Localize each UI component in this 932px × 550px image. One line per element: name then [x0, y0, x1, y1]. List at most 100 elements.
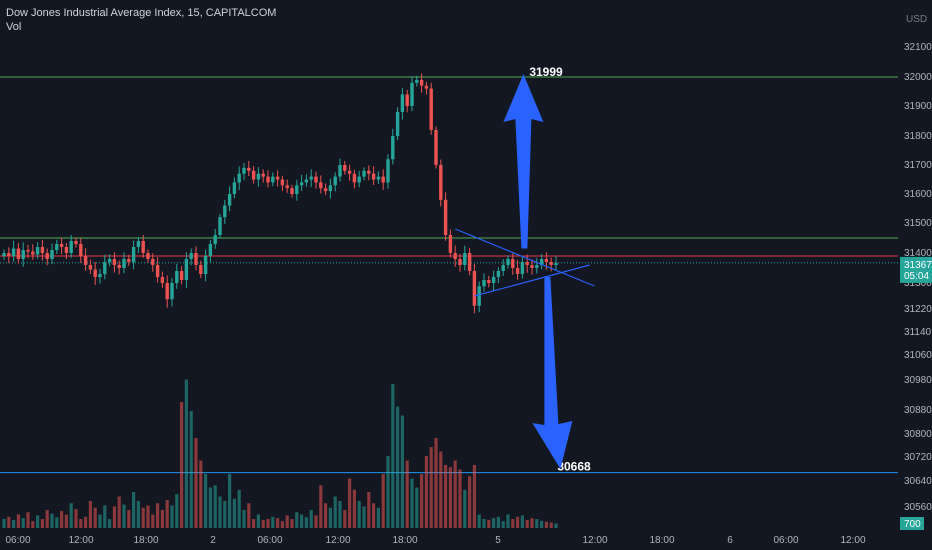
volume-bar — [544, 521, 548, 528]
volume-bar — [204, 474, 208, 528]
volume-bar — [84, 516, 88, 528]
volume-bar — [324, 503, 328, 528]
volume-bar — [453, 460, 457, 528]
volume-bar — [64, 514, 68, 528]
y-tick-label: 31700 — [904, 160, 932, 171]
candle-body — [419, 79, 424, 86]
candle-body — [352, 173, 357, 183]
volume-bar — [434, 438, 438, 528]
volume-bars — [2, 379, 558, 528]
candle-body — [227, 194, 232, 206]
candle-body — [141, 241, 145, 253]
candle-body — [31, 251, 35, 255]
candle-body — [271, 176, 275, 183]
volume-bar — [266, 519, 270, 528]
volume-bar — [55, 517, 59, 528]
candle-body — [203, 256, 208, 274]
volume-bar — [69, 503, 73, 528]
candle-body — [45, 253, 49, 259]
volume-bar — [304, 517, 308, 528]
volume-bar — [74, 509, 78, 528]
y-tick-label: 31400 — [904, 248, 932, 259]
candle-body — [299, 182, 304, 186]
volume-bar — [160, 510, 164, 528]
x-tick-label: 5 — [495, 535, 501, 546]
candle-body — [376, 176, 381, 180]
volume-bar — [146, 505, 150, 528]
volume-bar — [352, 489, 356, 528]
candle-body — [237, 173, 241, 183]
volume-bar — [482, 519, 486, 528]
y-tick-label: 30560 — [904, 502, 932, 513]
volume-bar — [247, 503, 251, 528]
volume-bar — [420, 474, 424, 528]
volume-bar — [103, 505, 107, 528]
volume-bar — [136, 501, 140, 528]
y-tick-label: 31500 — [904, 218, 932, 229]
x-tick-label: 18:00 — [649, 535, 674, 546]
volume-bar — [256, 514, 260, 528]
candle-body — [35, 247, 40, 255]
candle-body — [319, 182, 323, 189]
volume-bar — [242, 510, 246, 528]
volume-bar — [386, 456, 390, 528]
candle-body — [434, 130, 438, 165]
volume-bar — [458, 469, 462, 528]
candle-body — [251, 170, 256, 180]
candle-body — [429, 88, 433, 130]
volume-bar — [45, 510, 49, 528]
symbol-title[interactable]: Dow Jones Industrial Average Index, 15, … — [6, 7, 277, 19]
volume-bar — [410, 478, 414, 528]
candle-body — [343, 165, 347, 171]
candle-body — [107, 259, 112, 262]
candle-body — [511, 259, 515, 268]
volume-bar — [477, 514, 481, 528]
candle-body — [213, 235, 217, 244]
volume-bar — [357, 501, 361, 528]
candle-body — [98, 274, 102, 277]
volume-bar — [501, 521, 505, 528]
arrow-down — [532, 277, 573, 469]
price-badge-value: 31367 — [904, 260, 932, 271]
price-axis[interactable]: USD 32100 32000 31900 31800 31700 31600 31500 31… — [900, 14, 932, 530]
candle-body — [362, 170, 366, 177]
candle-body — [357, 176, 361, 183]
volume-bar — [194, 438, 198, 528]
y-tick-label: 31060 — [904, 350, 932, 361]
time-axis[interactable]: 06:00 12:00 18:00 2 06:00 12:00 18:00 5 12:00 18:… — [5, 535, 865, 546]
volume-bar — [391, 384, 395, 528]
volume-bar — [333, 496, 337, 528]
volume-bar — [223, 501, 227, 528]
drawings[interactable] — [454, 74, 595, 469]
volume-bar — [468, 476, 472, 528]
volume-bar — [199, 460, 203, 528]
y-tick-label: 30800 — [904, 429, 932, 440]
volume-bar — [376, 507, 380, 528]
candle-body — [506, 259, 510, 265]
candle-body — [496, 271, 501, 277]
candle-body — [487, 280, 491, 283]
volume-bar — [26, 512, 30, 528]
candle-body — [381, 176, 385, 183]
volume-indicator-label[interactable]: Vol — [6, 21, 22, 33]
volume-bar — [381, 474, 385, 528]
volume-bar — [295, 512, 299, 528]
triangle-trendline — [454, 228, 595, 287]
volume-bar — [472, 465, 476, 528]
volume-bar — [132, 492, 136, 528]
volume-bar — [338, 501, 342, 528]
volume-bar — [189, 411, 193, 528]
candle-body — [520, 262, 525, 274]
y-tick-label: 30880 — [904, 405, 932, 416]
candle-body — [127, 259, 131, 262]
arrow-up — [503, 74, 544, 249]
candle-body — [136, 241, 141, 247]
volume-bar — [228, 474, 232, 528]
volume-bar — [2, 519, 6, 528]
x-tick-label: 12:00 — [68, 535, 93, 546]
candle-body — [79, 244, 83, 256]
candle-body — [525, 262, 529, 265]
volume-bar — [405, 460, 409, 528]
volume-bar — [444, 465, 448, 528]
